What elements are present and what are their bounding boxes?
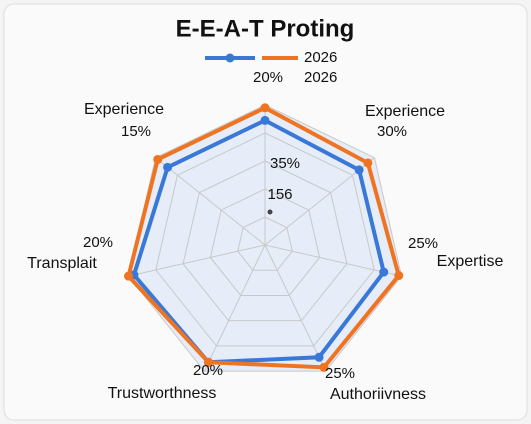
- series-point: [260, 103, 270, 113]
- grid-ring: [127, 104, 403, 372]
- legend-label: 2026: [304, 49, 337, 66]
- axis-note: 25%: [325, 365, 355, 382]
- legend-label: 2026: [304, 69, 337, 86]
- series-line: [126, 105, 401, 370]
- grid-ring: [209, 188, 321, 296]
- grid-ring: [182, 160, 348, 322]
- category-label: Experience: [84, 101, 164, 118]
- series-point: [394, 271, 404, 281]
- axis-spoke: [155, 157, 266, 246]
- annotation: 156: [267, 186, 292, 203]
- series-point: [163, 162, 173, 172]
- chart-title: E-E-A-T Proting: [176, 15, 355, 42]
- axis-spoke: [264, 244, 402, 277]
- category-label: Authoriivness: [330, 386, 426, 403]
- axis-note: 20%: [83, 234, 113, 251]
- category-label: Transplait: [27, 255, 97, 272]
- series-point: [153, 154, 163, 164]
- annotation: 35%: [270, 155, 300, 172]
- axis-note: 30%: [377, 123, 407, 140]
- series-point: [354, 165, 364, 175]
- series-point: [379, 267, 389, 277]
- grid-ring: [237, 216, 293, 271]
- category-label: Experience: [365, 103, 445, 120]
- category-label: Trustworthness: [108, 385, 217, 402]
- category-label: Expertise: [437, 253, 504, 270]
- series-point: [319, 362, 329, 372]
- axis-spoke: [128, 244, 266, 277]
- legend-marker: [225, 53, 235, 63]
- axis-spoke: [203, 244, 266, 372]
- series-point: [314, 352, 324, 362]
- axis-note: 20%: [253, 69, 283, 86]
- axis-note: 15%: [121, 123, 151, 140]
- center-dot: [267, 209, 273, 215]
- axis-note: 25%: [408, 235, 438, 252]
- series-point: [260, 115, 270, 125]
- series-point: [204, 357, 214, 367]
- grid-ring: [155, 132, 375, 347]
- axis-spoke: [264, 244, 327, 372]
- series-line: [131, 118, 386, 365]
- axis-note: 20%: [193, 362, 223, 379]
- series-point: [124, 271, 134, 281]
- series-point: [363, 158, 373, 168]
